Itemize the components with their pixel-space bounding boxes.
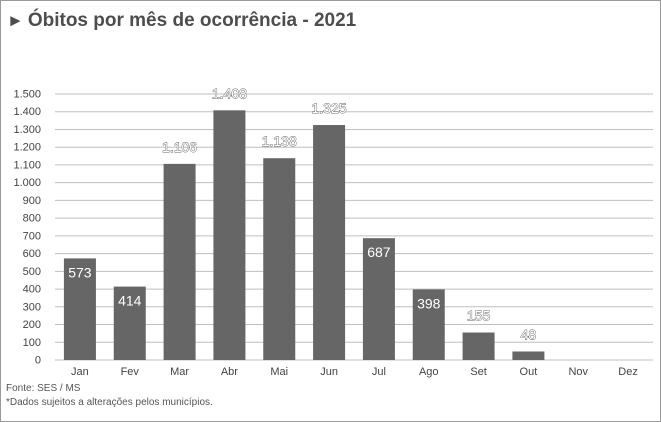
y-tick-label: 800: [23, 213, 41, 225]
x-tick-label: Abr: [221, 366, 238, 378]
x-tick-label: Ago: [419, 366, 439, 378]
bar: [362, 238, 395, 360]
y-tick-label: 1.500: [13, 89, 41, 101]
y-tick-label: 0: [35, 355, 41, 367]
triangle-bullet-icon: ►: [7, 11, 24, 30]
y-tick-label: 1.200: [13, 142, 41, 154]
source-note: Fonte: SES / MS: [6, 383, 81, 394]
bar: [263, 158, 296, 360]
x-tick-label: Out: [520, 366, 538, 378]
y-tick-label: 700: [23, 230, 41, 242]
data-label: 1.106: [162, 139, 197, 155]
data-label: 1.138: [262, 133, 297, 149]
bar: [412, 289, 445, 360]
x-tick-label: Jun: [320, 366, 338, 378]
data-label: 573: [68, 264, 92, 280]
y-tick-label: 100: [23, 337, 41, 349]
x-tick-label: Set: [470, 366, 487, 378]
bar: [163, 163, 196, 360]
data-label: 48: [521, 326, 537, 342]
bar: [512, 351, 545, 360]
bar: [213, 110, 246, 360]
data-label: 414: [118, 293, 142, 309]
y-tick-label: 1.300: [13, 124, 41, 136]
x-tick-label: Nov: [568, 366, 588, 378]
bar-chart: 0 100 200 300 400 500 600 700 800 900 1.000 1.100 1.…: [13, 85, 653, 378]
x-tick-label: Mar: [170, 366, 189, 378]
y-tick-label: 1.100: [13, 159, 41, 171]
bar: [113, 286, 146, 360]
y-tick-label: 600: [23, 248, 41, 260]
data-label: 1.325: [312, 100, 347, 116]
chart-title: ► Óbitos por mês de ocorrência - 2021: [7, 10, 356, 32]
y-tick-label: 1.000: [13, 177, 41, 189]
x-tick-label: Dez: [618, 366, 638, 378]
x-tick-label: Jan: [71, 366, 89, 378]
chart-title-text: Óbitos por mês de ocorrência - 2021: [27, 10, 357, 31]
data-label: 398: [417, 295, 441, 311]
x-tick-label: Jul: [372, 366, 386, 378]
y-tick-label: 400: [23, 284, 41, 296]
data-label: 687: [367, 244, 391, 260]
y-tick-label: 200: [23, 319, 41, 331]
y-tick-label: 500: [23, 266, 41, 278]
y-tick-label: 900: [23, 195, 41, 207]
disclaimer-note: *Dados sujeitos a alterações pelos munic…: [6, 397, 213, 408]
x-tick-label: Mai: [270, 366, 288, 378]
y-tick-label: 300: [23, 301, 41, 313]
bar: [313, 125, 346, 361]
x-tick-label: Fev: [121, 366, 140, 378]
data-label: 1.408: [212, 85, 247, 101]
y-tick-label: 1.400: [13, 106, 41, 118]
bar: [462, 332, 495, 360]
data-label: 155: [467, 308, 491, 324]
bar: [63, 258, 96, 360]
